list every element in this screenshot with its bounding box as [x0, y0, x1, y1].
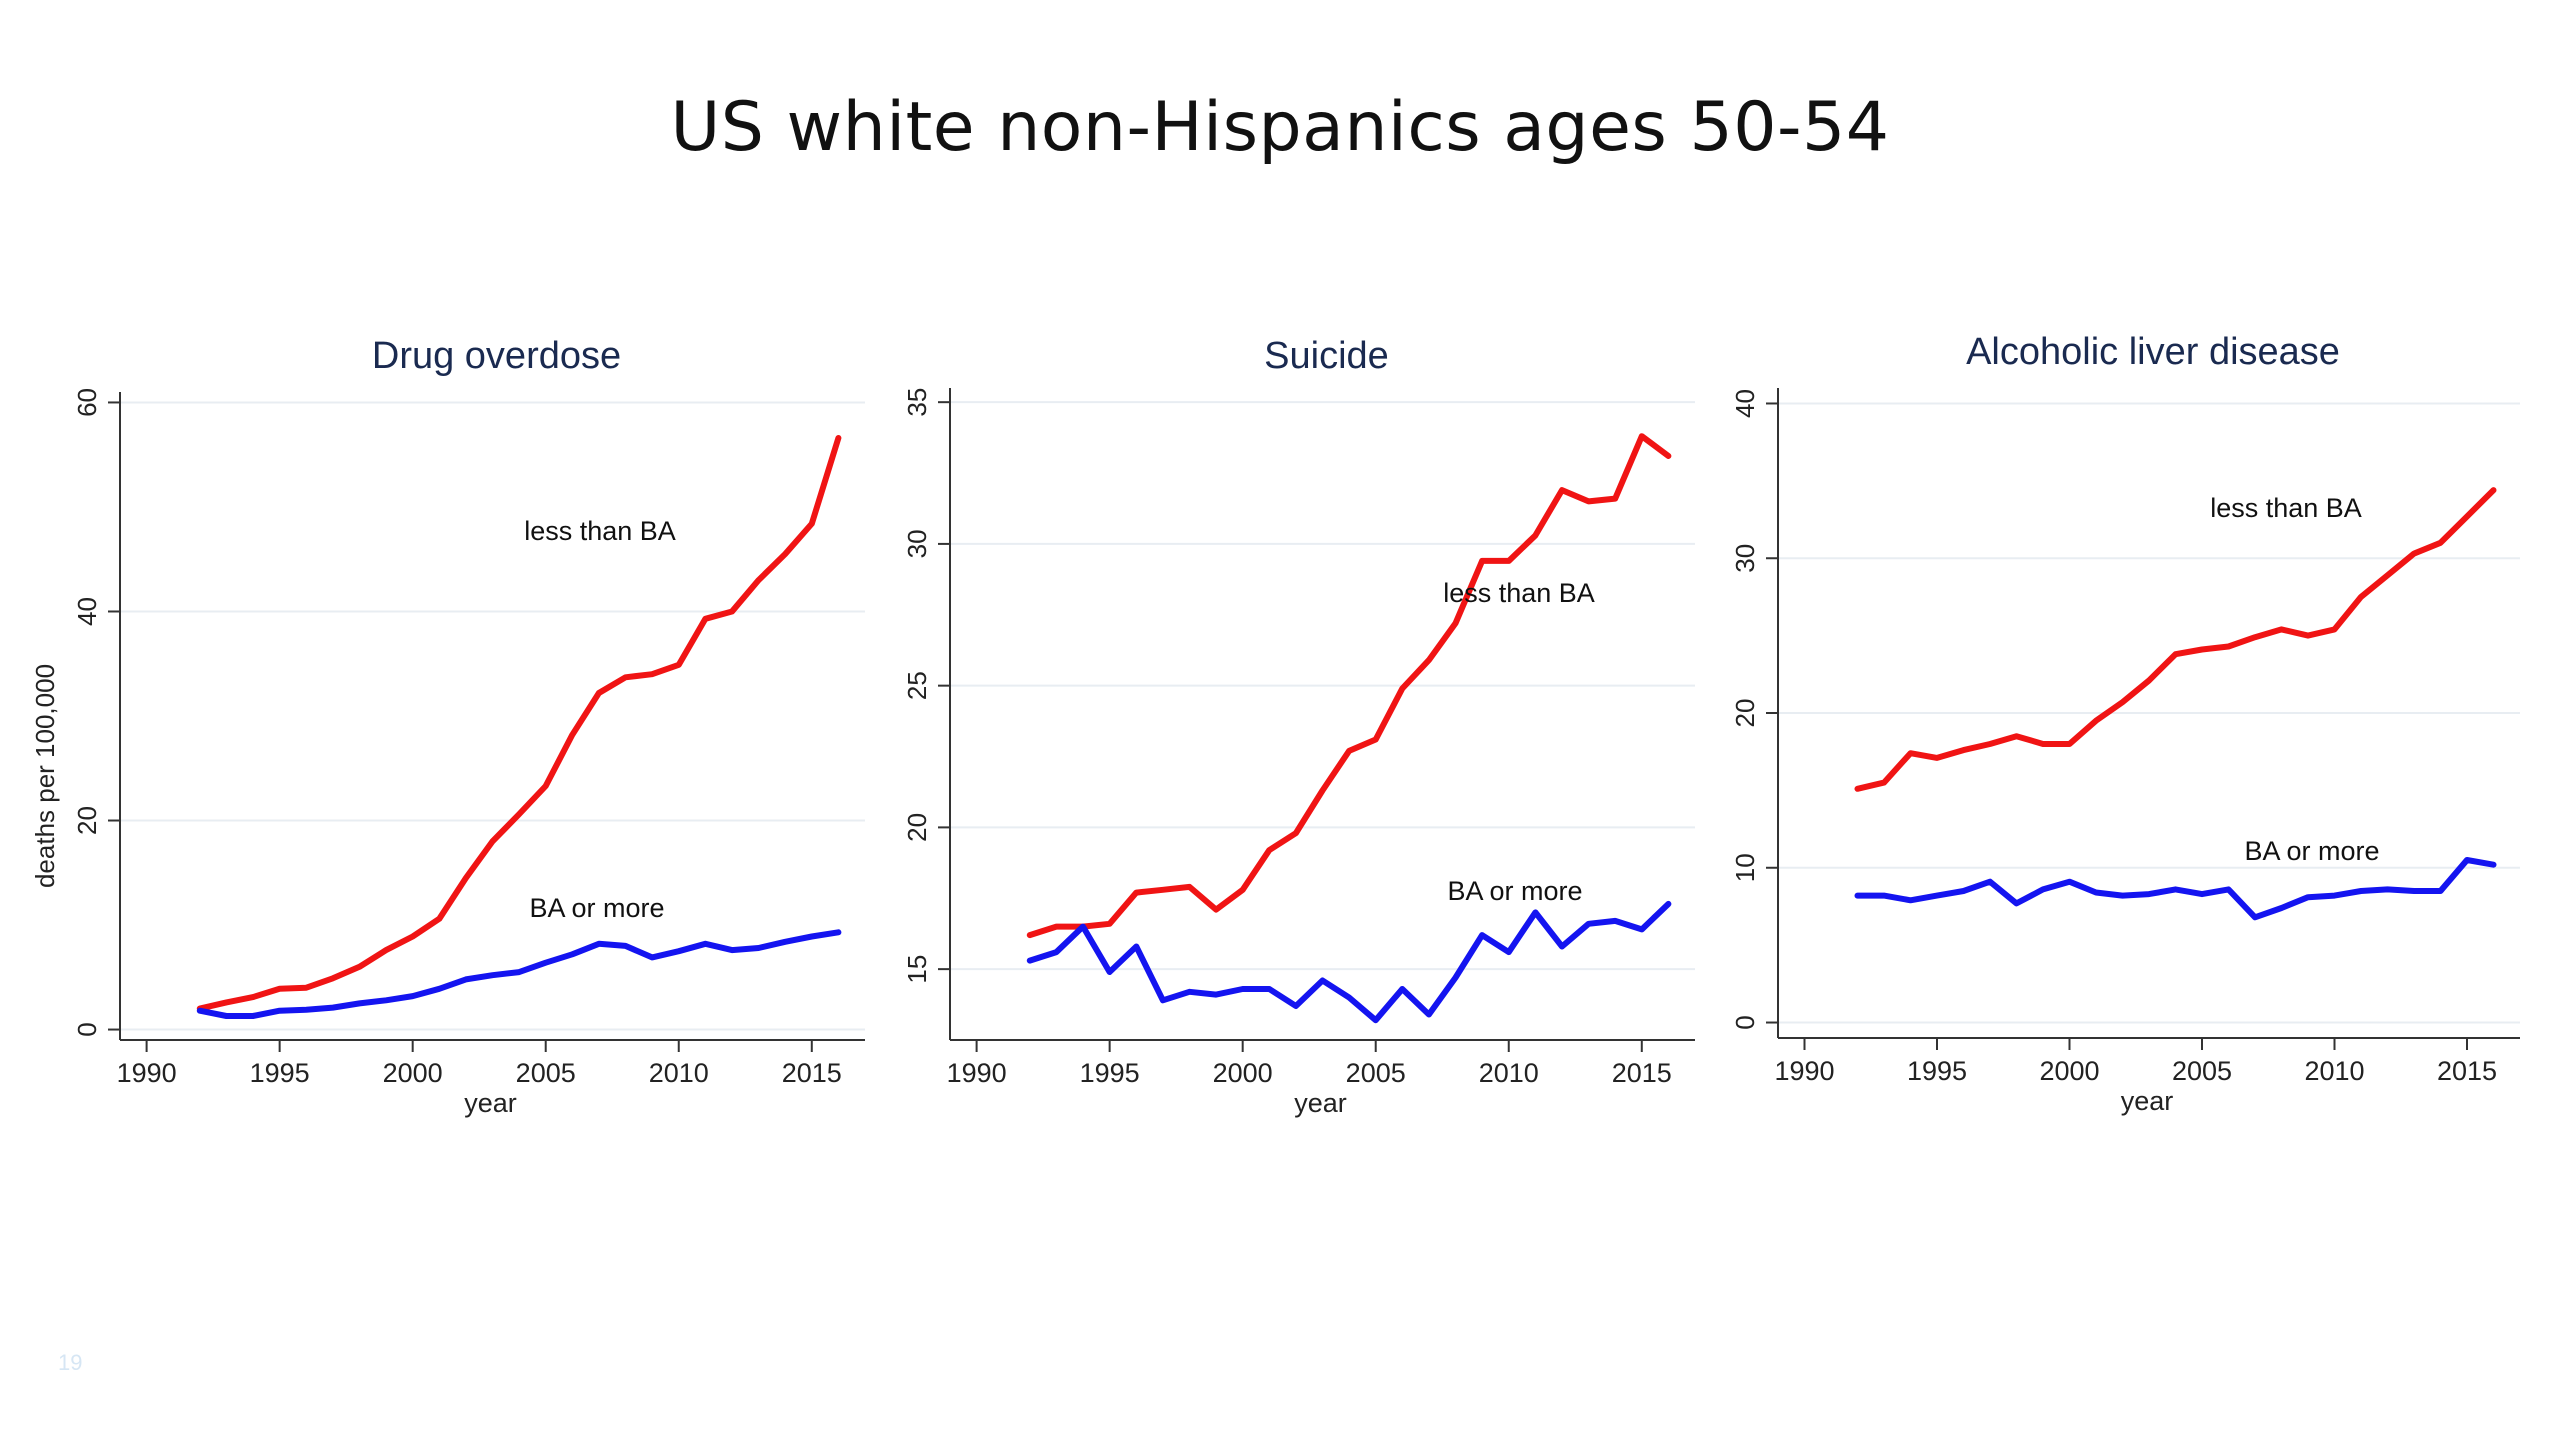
chart-title: Drug overdose	[372, 335, 621, 377]
y-tick-label: 15	[902, 955, 932, 984]
y-tick-label: 20	[902, 813, 932, 842]
x-tick-label: 2015	[1612, 1058, 1672, 1088]
y-tick-label: 0	[72, 1022, 102, 1036]
x-tick-label: 2010	[1479, 1058, 1539, 1088]
x-tick-label: 2000	[1213, 1058, 1273, 1088]
series-line-less-than-ba	[1026, 433, 1672, 939]
slide-number: 19	[58, 1350, 83, 1375]
chart-panel-1: 0 20 40 60 1990 1995 2000 2005 2010 2015 year death…	[30, 335, 865, 1118]
series-line-less-than-ba	[196, 435, 842, 1012]
x-tick-label: 2005	[1346, 1058, 1406, 1088]
y-tick-label: 60	[72, 388, 102, 417]
slide-title: US white non-Hispanics ages 50-54	[670, 88, 1890, 167]
x-tick-label: 1990	[1774, 1056, 1834, 1086]
chart-title: Suicide	[1264, 335, 1389, 377]
x-tick-label: 1995	[250, 1058, 310, 1088]
x-tick-label: 2000	[383, 1058, 443, 1088]
x-tick-label: 1990	[117, 1058, 177, 1088]
y-tick-label: 30	[902, 529, 932, 558]
x-tick-label: 1995	[1080, 1058, 1140, 1088]
x-tick-label: 2015	[782, 1058, 842, 1088]
x-tick-label: 2000	[2039, 1056, 2099, 1086]
chart-panel-2: 15 20 25 30 35 1990 1995 2000 2005 2010 2015 year Su…	[902, 335, 1695, 1118]
annotation-ba-or-more: BA or more	[1447, 876, 1582, 906]
series-line-ba-or-more	[196, 929, 842, 1019]
y-tick-label: 10	[1730, 853, 1760, 882]
x-axis-title: year	[464, 1088, 517, 1118]
y-tick-label: 35	[902, 388, 932, 417]
x-axis-title: year	[2121, 1086, 2174, 1116]
series-line-ba-or-more	[1854, 857, 2497, 921]
chart-title: Alcoholic liver disease	[1966, 331, 2340, 373]
y-tick-label: 40	[1730, 389, 1760, 418]
annotation-less-than-ba: less than BA	[2210, 493, 2362, 523]
annotation-less-than-ba: less than BA	[1443, 578, 1595, 608]
x-axis-title: year	[1294, 1088, 1347, 1118]
y-tick-label: 20	[1730, 699, 1760, 728]
y-tick-label: 20	[72, 806, 102, 835]
annotation-ba-or-more: BA or more	[2244, 836, 2379, 866]
annotation-less-than-ba: less than BA	[524, 516, 676, 546]
x-tick-label: 2010	[649, 1058, 709, 1088]
y-axis-title: deaths per 100,000	[30, 664, 60, 888]
x-tick-label: 1990	[947, 1058, 1007, 1088]
y-tick-label: 25	[902, 671, 932, 700]
chart-panel-3: 0 10 20 30 40 1990 1995 2000 2005 2010 2015 year Alc…	[1730, 331, 2520, 1116]
annotation-ba-or-more: BA or more	[529, 893, 664, 923]
x-tick-label: 1995	[1907, 1056, 1967, 1086]
series-line-ba-or-more	[1026, 900, 1672, 1024]
y-tick-label: 0	[1730, 1015, 1760, 1029]
x-tick-label: 2005	[516, 1058, 576, 1088]
y-tick-label: 40	[72, 597, 102, 626]
y-tick-label: 30	[1730, 544, 1760, 573]
x-tick-label: 2005	[2172, 1056, 2232, 1086]
x-tick-label: 2015	[2437, 1056, 2497, 1086]
x-tick-label: 2010	[2304, 1056, 2364, 1086]
series-line-less-than-ba	[1854, 487, 2497, 792]
